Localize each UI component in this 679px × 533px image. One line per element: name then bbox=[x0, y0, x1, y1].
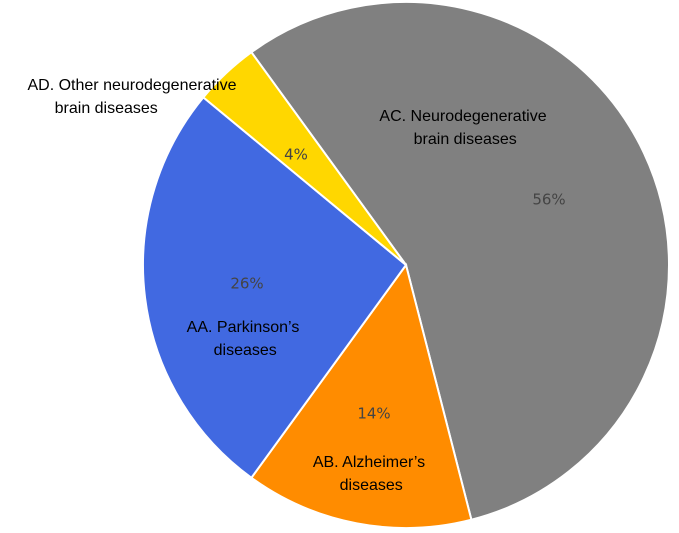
pie-slice bbox=[250, 262, 473, 529]
slice-label: AD. Other neurodegenerative brain diseas… bbox=[27, 77, 236, 117]
percent-label: 56% bbox=[532, 191, 565, 209]
slice-label-line: AA. Parkinson’s bbox=[187, 319, 300, 336]
percent-label: 4% bbox=[284, 146, 308, 164]
slice-label-line: AD. Other neurodegenerative bbox=[27, 77, 236, 94]
slice-label-line: diseases bbox=[335, 477, 403, 494]
pie-slice bbox=[201, 50, 407, 266]
pie-slice bbox=[142, 95, 408, 480]
percent-label: 26% bbox=[230, 275, 263, 293]
slice-label-line: AC. Neurodegenerative bbox=[379, 108, 546, 125]
slice-label: AC. Neurodegenerative brain diseases bbox=[379, 108, 546, 148]
slice-label: AB. Alzheimer’s diseases bbox=[313, 454, 425, 494]
slice-label-line: brain diseases bbox=[409, 131, 517, 148]
slice-label: AA. Parkinson’s diseases bbox=[187, 319, 300, 359]
slice-label-line: diseases bbox=[209, 342, 277, 359]
pie-slice bbox=[250, 1, 670, 521]
slice-label-line: AB. Alzheimer’s bbox=[313, 454, 425, 471]
percent-label: 14% bbox=[357, 405, 390, 423]
slice-label-line: brain diseases bbox=[50, 100, 158, 117]
